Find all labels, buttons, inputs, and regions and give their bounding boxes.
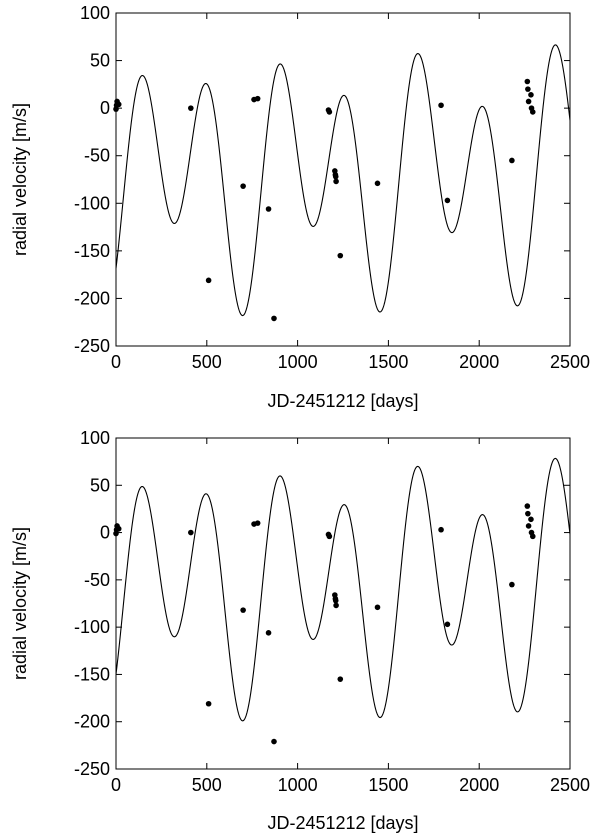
data-point: [528, 516, 534, 523]
data-point: [326, 533, 333, 540]
data-point: [240, 607, 246, 613]
data-point: [524, 503, 531, 509]
model-curve-layer: [115, 457, 571, 722]
data-point: [188, 105, 194, 111]
bottom-chart-panel: 0 500 1000 1500 2000 2500 100500-50-100-150-2…: [10, 428, 590, 833]
data-point: [529, 109, 536, 115]
data-point: [337, 252, 344, 259]
y-axis-label: radial velocity [m/s]: [10, 103, 30, 256]
x-tick-label: 0: [111, 352, 121, 372]
y-tick-label: -200: [74, 288, 110, 308]
x-tick-label: 1000: [278, 352, 318, 372]
data-point: [525, 510, 531, 517]
y-tick-label: 0: [100, 98, 110, 118]
data-point: [509, 157, 515, 164]
data-point: [115, 525, 122, 532]
plot-frame: [115, 437, 571, 770]
y-axis-label: radial velocity [m/s]: [10, 527, 30, 680]
y-tick-label: -50: [84, 570, 110, 590]
data-point: [265, 630, 272, 636]
y-tick-label: -150: [74, 664, 110, 684]
model-curve-layer: [115, 44, 571, 317]
data-point: [205, 277, 212, 284]
y-tick-label: -100: [74, 193, 110, 213]
data-point: [438, 102, 444, 109]
x-tick-label: 2000: [459, 352, 499, 372]
data-point: [115, 101, 122, 108]
plot-frame: [115, 12, 571, 347]
data-point: [326, 109, 333, 115]
y-tick-label: -250: [74, 759, 110, 779]
data-points-layer: [113, 503, 536, 745]
x-tick-label: 0: [111, 775, 121, 795]
data-point: [374, 180, 381, 187]
y-axis-ticks: 100 50 0 -50 -100 -150 -200 -250: [74, 428, 570, 779]
data-point: [525, 523, 532, 529]
data-point: [444, 197, 451, 204]
data-point: [525, 86, 531, 92]
x-tick-label: 1500: [368, 775, 408, 795]
y-tick-label: 100: [80, 3, 110, 23]
data-point: [444, 621, 451, 628]
y-tick-label: -150: [74, 241, 110, 261]
y-tick-label: -50: [84, 146, 110, 166]
x-axis-ticks: 0 500 1000 1500 2000 2500: [111, 13, 590, 372]
data-point: [265, 206, 272, 212]
y-tick-label: -250: [74, 336, 110, 356]
model-curve: [115, 44, 571, 317]
data-point: [528, 92, 534, 98]
data-point: [254, 520, 261, 526]
data-point: [337, 676, 344, 682]
data-point: [333, 178, 339, 185]
data-point: [271, 315, 277, 322]
data-point: [188, 529, 194, 536]
x-tick-label: 1000: [278, 775, 318, 795]
top-chart-panel: 0 500 1000 1500 2000 2500 100500-50-100-150-2…: [10, 3, 590, 411]
y-tick-label: 0: [100, 523, 110, 543]
x-tick-label: 2000: [459, 775, 499, 795]
data-point: [254, 95, 261, 102]
model-curve: [115, 457, 571, 722]
data-point: [205, 700, 212, 707]
data-point: [509, 581, 515, 588]
data-point: [332, 173, 339, 180]
y-tick-label: -200: [74, 712, 110, 732]
data-point: [333, 602, 339, 609]
y-tick-label: 50: [90, 475, 110, 495]
data-point: [525, 98, 532, 105]
data-point: [332, 597, 339, 604]
data-point: [240, 183, 246, 189]
y-tick-label: 100: [80, 428, 110, 448]
x-axis-ticks: 0 500 1000 1500 2000 2500: [111, 438, 590, 795]
y-axis-ticks: 100 50 0 -50 -100 -150 -200 -250: [74, 3, 570, 356]
y-tick-label: 50: [90, 51, 110, 71]
data-point: [529, 533, 536, 540]
data-point: [271, 738, 277, 745]
x-tick-label: 1500: [368, 352, 408, 372]
data-point: [374, 604, 381, 611]
x-tick-label: 2500: [550, 352, 590, 372]
data-point: [524, 78, 531, 85]
x-tick-label: 500: [192, 775, 222, 795]
x-tick-label: 500: [192, 352, 222, 372]
x-axis-label: JD-2451212 [days]: [267, 813, 418, 833]
y-tick-label: -100: [74, 617, 110, 637]
x-axis-label: JD-2451212 [days]: [267, 391, 418, 411]
data-point: [438, 526, 444, 533]
x-tick-label: 2500: [550, 775, 590, 795]
data-points-layer: [113, 78, 536, 322]
